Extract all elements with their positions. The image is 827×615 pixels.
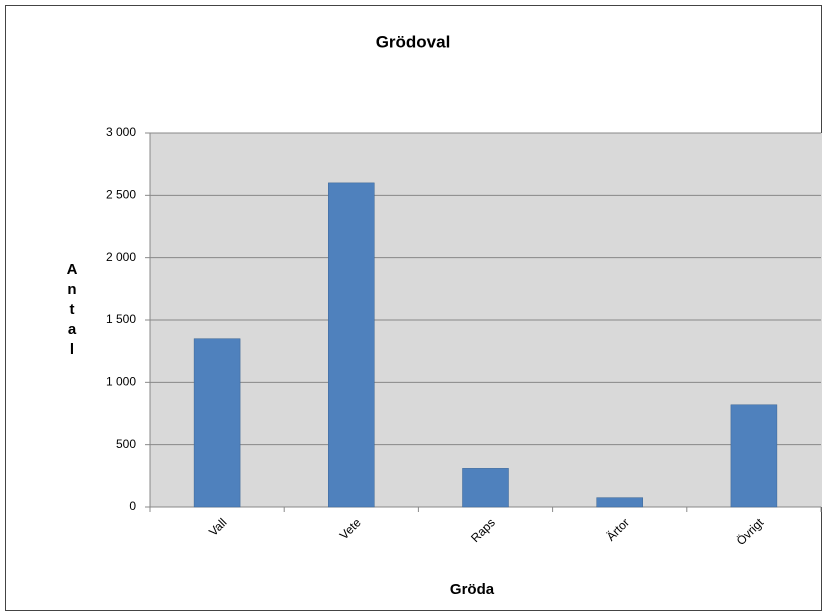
bar xyxy=(328,182,375,508)
y-tick-label: 0 xyxy=(129,499,136,513)
bar xyxy=(730,404,778,508)
y-tick-label: 1 500 xyxy=(106,312,136,326)
y-tick-label: 2 500 xyxy=(106,188,136,202)
bar xyxy=(462,468,509,508)
bar xyxy=(596,497,643,508)
y-tick-label: 2 000 xyxy=(106,250,136,264)
y-tick-label: 1 000 xyxy=(106,375,136,389)
x-axis-label: Gröda xyxy=(450,581,495,598)
bar xyxy=(193,338,241,508)
chart-title: Grödoval xyxy=(376,32,451,51)
y-tick-label: 3 000 xyxy=(106,125,136,139)
y-tick-label: 500 xyxy=(116,437,136,451)
